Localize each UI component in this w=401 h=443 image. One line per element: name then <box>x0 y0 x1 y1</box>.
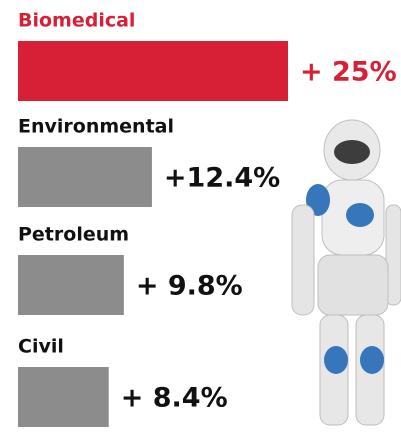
bar <box>18 367 109 427</box>
bar <box>18 255 124 315</box>
value-label: + 25% <box>300 57 397 88</box>
category-label: Biomedical <box>18 10 135 32</box>
bar <box>18 41 288 101</box>
value-label: + 8.4% <box>121 383 228 414</box>
value-label: + 9.8% <box>136 271 243 302</box>
chart: Biomedical + 25% Environmental +12.4% Petrol… <box>0 0 401 439</box>
value-label: +12.4% <box>164 163 280 194</box>
bar <box>18 147 152 207</box>
category-label: Civil <box>18 336 64 358</box>
robot-illustration <box>292 120 401 425</box>
category-label: Petroleum <box>18 224 129 246</box>
category-label: Environmental <box>18 116 174 138</box>
